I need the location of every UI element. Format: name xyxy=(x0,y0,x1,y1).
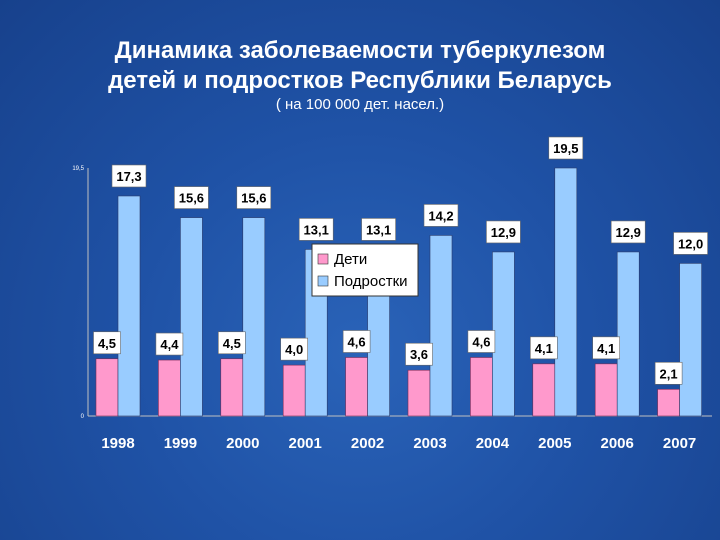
x-tick-label: 2001 xyxy=(289,435,322,452)
data-label-adolescents: 19,5 xyxy=(553,141,578,156)
bar-children xyxy=(470,357,493,417)
data-label-adolescents: 14,2 xyxy=(428,208,453,223)
data-label-adolescents: 13,1 xyxy=(304,222,329,237)
x-tick-label: 2003 xyxy=(413,435,446,452)
legend-label-children: Дети xyxy=(334,251,367,268)
bar-children xyxy=(158,359,181,417)
data-label-adolescents: 13,1 xyxy=(366,222,391,237)
x-tick-label: 1998 xyxy=(101,435,134,452)
bar-adolescents xyxy=(429,235,453,417)
legend-swatch-children xyxy=(317,253,329,265)
data-label-children-box xyxy=(93,331,121,355)
bar-children xyxy=(282,364,306,417)
data-label-children-box xyxy=(218,331,246,355)
data-label-children: 4,6 xyxy=(472,334,490,349)
data-label-adolescents-box xyxy=(423,204,459,227)
data-label-children: 4,0 xyxy=(285,342,303,357)
bar-children xyxy=(95,358,119,417)
bar-children xyxy=(345,357,368,417)
data-label-children: 4,5 xyxy=(223,336,241,351)
data-label-children-box xyxy=(342,330,371,353)
x-tick-label: 1999 xyxy=(164,435,197,452)
data-label-adolescents: 12,9 xyxy=(491,225,516,240)
legend-swatch-adolescents xyxy=(317,275,329,287)
x-tick-label: 2006 xyxy=(601,435,634,452)
data-label-adolescents-box xyxy=(111,164,147,188)
data-label-adolescents: 15,6 xyxy=(241,191,266,206)
x-tick-label: 2000 xyxy=(226,435,259,452)
data-label-children-box xyxy=(405,342,433,366)
x-tick-label: 2005 xyxy=(538,435,571,452)
data-label-children: 4,1 xyxy=(535,341,553,356)
legend-label-adolescents: Подростки xyxy=(334,273,408,290)
y-tick-label: 0 xyxy=(81,414,85,420)
data-label-adolescents-box xyxy=(610,220,646,244)
bar-adolescents xyxy=(242,217,266,417)
bar-children xyxy=(407,369,431,417)
data-label-children: 3,6 xyxy=(410,347,428,362)
data-label-children: 4,5 xyxy=(98,336,116,351)
bar-children xyxy=(532,363,556,417)
data-label-children-box xyxy=(280,337,309,361)
bar-adolescents xyxy=(554,167,578,417)
data-label-adolescents: 12,0 xyxy=(678,236,703,251)
data-label-adolescents-box xyxy=(174,186,209,209)
title-line-2: детей и подростков Республики Беларусь xyxy=(108,67,612,94)
data-label-children: 2,1 xyxy=(660,366,678,381)
y-tick-label: 19,5 xyxy=(72,166,84,172)
data-label-adolescents-box xyxy=(298,218,334,241)
data-label-children: 4,6 xyxy=(348,334,366,349)
data-label-children-box xyxy=(155,332,184,356)
x-tick-label: 2004 xyxy=(476,435,510,452)
bar-adolescents xyxy=(616,251,640,417)
legend-box xyxy=(311,243,419,297)
title-line-1: Динамика заболеваемости туберкулезом xyxy=(114,37,606,64)
data-label-adolescents-box xyxy=(236,186,272,209)
bar-children xyxy=(220,358,244,417)
data-label-children-box xyxy=(654,361,683,385)
data-label-children-box xyxy=(529,336,558,360)
data-label-adolescents-box xyxy=(548,136,584,160)
bar-adolescents xyxy=(492,251,515,417)
data-label-children-box xyxy=(467,330,496,353)
bar-children xyxy=(657,388,680,417)
bar-adolescents xyxy=(679,263,702,417)
data-label-children: 4,1 xyxy=(597,341,615,356)
data-label-adolescents: 12,9 xyxy=(616,225,641,240)
bar-adolescents xyxy=(180,217,203,417)
x-tick-label: 2002 xyxy=(351,435,384,452)
data-label-adolescents: 15,6 xyxy=(179,191,204,206)
data-label-children: 4,4 xyxy=(160,337,179,352)
x-tick-label: 2007 xyxy=(663,435,696,452)
slide-subtitle: ( на 100 000 дет. насел.) xyxy=(275,96,445,113)
data-label-adolescents: 17,3 xyxy=(116,169,141,184)
bar-children xyxy=(594,363,618,417)
data-label-adolescents-box xyxy=(486,220,521,244)
data-label-adolescents-box xyxy=(673,232,708,255)
slide-title: Динамика заболеваемости туберкулезом дет… xyxy=(0,36,720,96)
data-label-children-box xyxy=(592,336,621,360)
data-label-adolescents-box xyxy=(361,218,396,241)
bar-adolescents xyxy=(117,195,141,417)
